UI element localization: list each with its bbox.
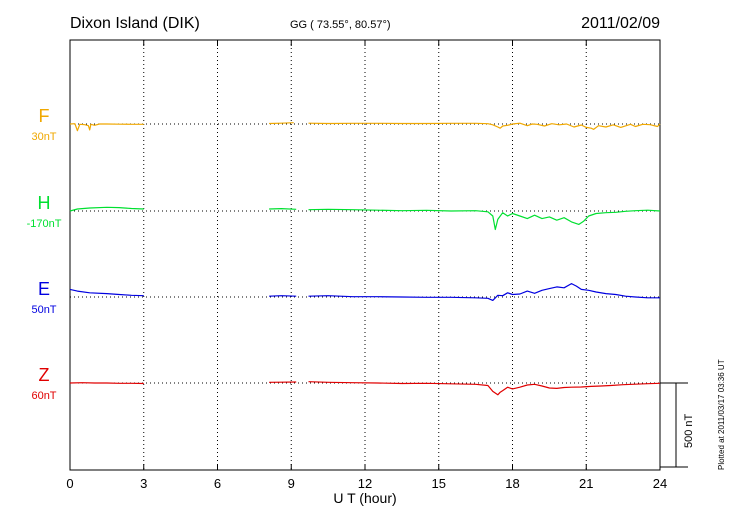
trace-Z-seg-0 xyxy=(69,382,144,385)
trace-E-seg-0 xyxy=(69,288,144,297)
x-tick-label-21: 21 xyxy=(579,476,593,491)
x-tick-label-15: 15 xyxy=(432,476,446,491)
trace-H-seg-1 xyxy=(269,208,297,210)
x-tick-label-0: 0 xyxy=(66,476,73,491)
station-title: Dixon Island (DIK) xyxy=(70,15,200,32)
series-group xyxy=(69,122,661,396)
series-baseline-H: -170nT xyxy=(27,218,62,230)
chart-date: 2011/02/09 xyxy=(581,15,660,32)
x-axis-label: U T (hour) xyxy=(333,490,396,506)
grid xyxy=(70,40,660,470)
trace-F-seg-2 xyxy=(308,122,661,130)
trace-H-seg-0 xyxy=(69,206,144,212)
series-name-F: F xyxy=(39,106,50,126)
x-tick-label-9: 9 xyxy=(288,476,295,491)
trace-E-seg-2 xyxy=(308,283,660,301)
x-tick-label-6: 6 xyxy=(214,476,221,491)
trace-E-seg-1 xyxy=(269,295,297,297)
trace-F-seg-0 xyxy=(69,123,144,132)
trace-H-seg-2 xyxy=(308,208,661,231)
series-name-Z: Z xyxy=(39,365,50,385)
series-baseline-F: 30nT xyxy=(31,131,56,143)
series-name-E: E xyxy=(38,279,50,299)
plotted-note: Plotted at 2011/03/17 03:36 UT xyxy=(717,359,726,470)
trace-Z-seg-2 xyxy=(308,381,661,396)
x-tick-label-3: 3 xyxy=(140,476,147,491)
trace-F-seg-1 xyxy=(269,122,294,125)
series-name-H: H xyxy=(38,193,51,213)
series-baseline-E: 50nT xyxy=(31,304,56,316)
series-baseline-Z: 60nT xyxy=(31,390,56,402)
x-axis-ticks: 0 3 6 9 12 15 18 21 24 xyxy=(66,40,667,491)
series-labels: F 30nT H -170nT E 50nT Z 60nT xyxy=(27,106,62,402)
x-tick-label-24: 24 xyxy=(653,476,667,491)
scale-bar xyxy=(660,382,688,468)
x-tick-label-18: 18 xyxy=(505,476,519,491)
x-tick-label-12: 12 xyxy=(358,476,372,491)
station-coords: GG ( 73.55°, 80.57°) xyxy=(290,19,391,31)
scale-label: 500 nT xyxy=(683,413,695,448)
